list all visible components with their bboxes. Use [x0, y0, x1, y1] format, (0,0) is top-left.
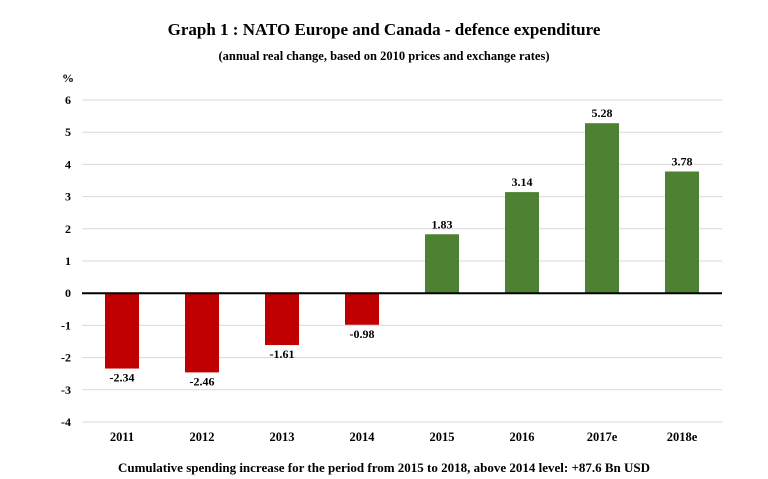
data-label: 3.78 [672, 154, 693, 168]
x-tick-label: 2016 [510, 430, 535, 444]
y-tick-label: 4 [65, 157, 71, 171]
x-tick-label: 2014 [350, 430, 376, 444]
y-tick-label: 3 [65, 190, 71, 204]
x-tick-label: 2011 [110, 430, 134, 444]
chart-subtitle: (annual real change, based on 2010 price… [218, 49, 550, 63]
data-label: 3.14 [512, 175, 533, 189]
chart-title: Graph 1 : NATO Europe and Canada - defen… [167, 20, 601, 39]
y-axis-unit-label: % [62, 71, 74, 85]
data-label: -2.46 [190, 374, 215, 388]
gridlines [82, 99, 722, 423]
y-tick-label: -1 [61, 318, 71, 332]
bar-2015 [425, 234, 459, 294]
bar-2011 [105, 293, 139, 369]
data-label: 5.28 [592, 106, 613, 120]
y-tick-label: -2 [61, 351, 71, 365]
data-labels: -2.34 -2.46 -1.61 -0.98 1.83 3.14 5.28 3.78 [110, 106, 693, 388]
data-label: 1.83 [432, 217, 453, 231]
bar-2017e [585, 123, 619, 294]
y-tick-label: 2 [65, 222, 71, 236]
x-axis-ticks: 2011 2012 2013 2014 2015 2016 2017e 2018e [110, 430, 698, 444]
x-tick-label: 2018e [667, 430, 698, 444]
bar-2016 [505, 192, 539, 294]
bar-2014 [345, 293, 379, 325]
bar-2012 [185, 293, 219, 373]
y-tick-label: 6 [65, 93, 71, 107]
y-tick-label: -3 [61, 383, 71, 397]
data-label: -1.61 [270, 347, 295, 361]
x-tick-label: 2013 [270, 430, 295, 444]
x-tick-label: 2017e [587, 430, 618, 444]
y-tick-label: -4 [61, 415, 71, 429]
bar-2018e [665, 171, 699, 294]
y-axis-ticks: 6 5 4 3 2 1 0 -1 -2 -3 -4 [61, 93, 71, 429]
x-tick-label: 2015 [430, 430, 455, 444]
data-label: -0.98 [350, 327, 375, 341]
y-tick-label: 1 [65, 254, 71, 268]
chart-footnote: Cumulative spending increase for the per… [117, 460, 651, 475]
y-tick-label: 0 [65, 286, 71, 300]
data-label: -2.34 [110, 371, 135, 385]
bars [105, 123, 699, 373]
x-tick-label: 2012 [190, 430, 215, 444]
y-tick-label: 5 [65, 125, 71, 139]
bar-2013 [265, 293, 299, 346]
